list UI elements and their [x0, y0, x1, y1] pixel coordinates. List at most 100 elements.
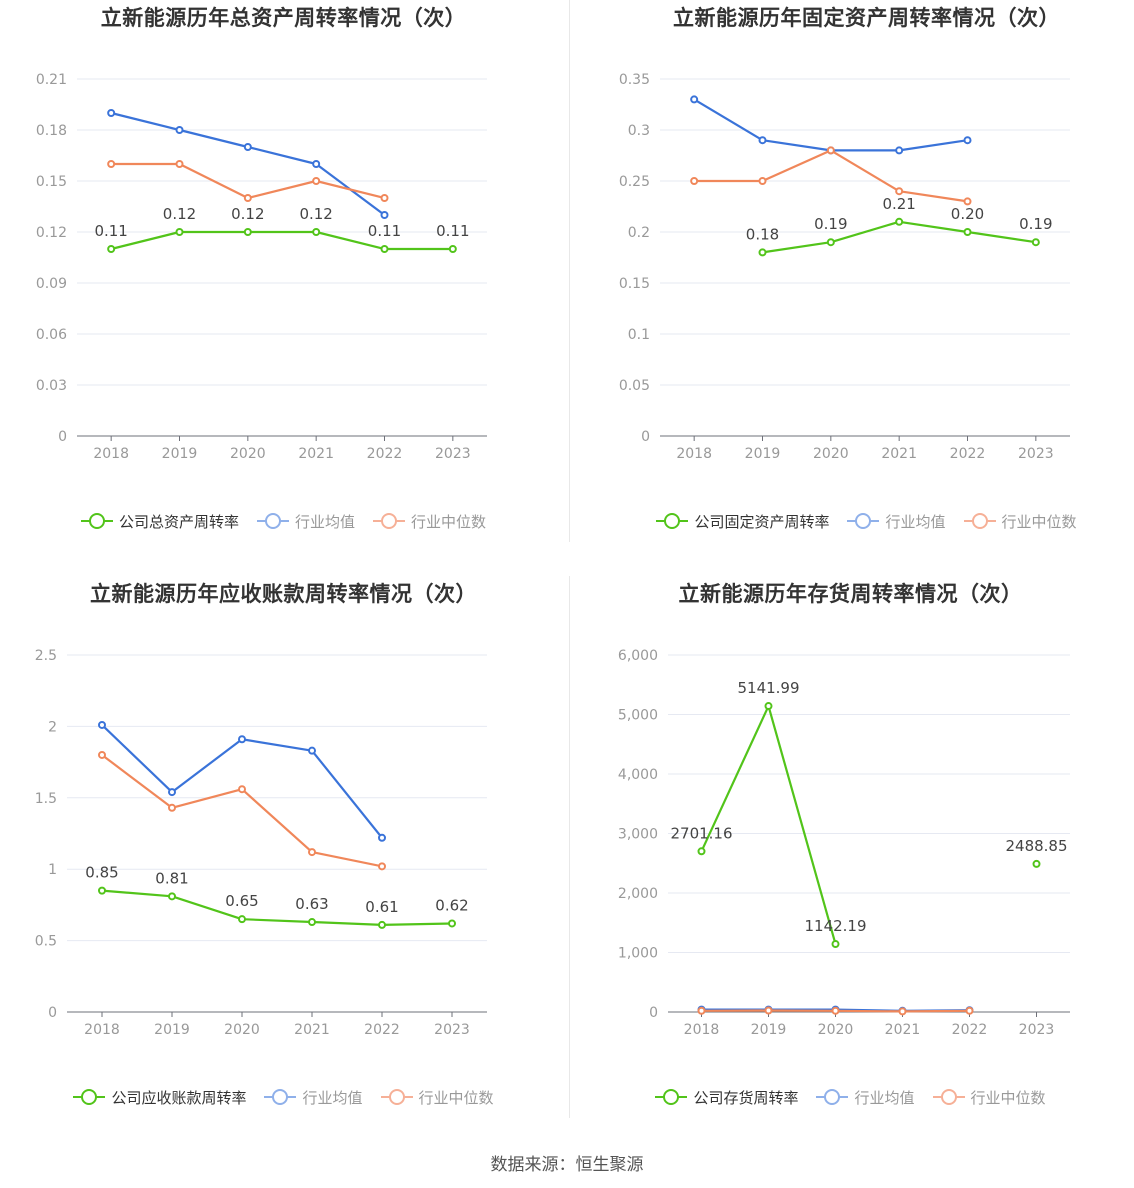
data-point-industry-median[interactable]: [238, 785, 246, 794]
y-tick-label: 0.21: [36, 72, 67, 88]
data-point-industry-median[interactable]: [378, 862, 386, 871]
y-tick-label: 0: [649, 1005, 658, 1021]
data-point-industry-median[interactable]: [697, 1006, 706, 1015]
data-point-industry-median[interactable]: [690, 177, 699, 185]
data-point-company[interactable]: [697, 847, 706, 856]
data-point-company[interactable]: [963, 228, 972, 236]
data-point-company[interactable]: [448, 919, 456, 928]
data-point-industry-avg[interactable]: [308, 746, 316, 755]
legend-circle-icon: [932, 1089, 965, 1105]
legend-label: 行业中位数: [418, 1088, 494, 1107]
x-tick-label: 2021: [294, 1022, 330, 1038]
x-tick-label: 2022: [950, 446, 986, 462]
chart-legend: 公司固定资产周转率 行业均值 行业中位数: [583, 508, 1134, 534]
data-point-industry-median[interactable]: [168, 803, 176, 812]
data-point-company[interactable]: [764, 702, 773, 711]
line-chart-fixed-assets: 0 0.05 0.1 0.15 0.2 0.25 0.3 0.35 2018 2019 2020 20…: [619, 72, 1070, 462]
legend-item-industry-avg[interactable]: 行业均值: [256, 511, 355, 532]
data-point-company[interactable]: [312, 228, 321, 236]
series-line-industry-median: [101, 754, 383, 868]
data-point-industry-avg[interactable]: [895, 146, 904, 155]
chart-title: 立新能源历年总资产周转率情况（次）: [100, 6, 467, 30]
chart-panel-total-assets: 立新能源历年总资产周转率情况（次） 0 0.03 0.06 0.09 0.12 0.15 0…: [0, 0, 567, 576]
data-point-industry-avg[interactable]: [963, 136, 972, 145]
legend-item-industry-median[interactable]: 行业中位数: [380, 1087, 494, 1108]
data-point-company[interactable]: [107, 245, 116, 253]
legend-item-industry-median[interactable]: 行业中位数: [963, 511, 1077, 532]
data-point-industry-median[interactable]: [175, 160, 184, 168]
legend-item-company[interactable]: 公司应收账款周转率: [73, 1087, 246, 1108]
data-point-industry-median[interactable]: [380, 194, 389, 202]
line-chart-inventory: 0 1,000 2,000 3,000 4,000 5,000 6,000 2018 2019 2…: [618, 648, 1070, 1038]
data-point-industry-median[interactable]: [895, 187, 904, 196]
data-point-industry-avg[interactable]: [98, 720, 106, 729]
data-point-industry-avg[interactable]: [175, 126, 184, 134]
data-point-industry-median[interactable]: [965, 1006, 974, 1015]
data-point-company[interactable]: [1032, 859, 1041, 868]
legend-label: 行业中位数: [1001, 512, 1077, 531]
data-point-company[interactable]: [1031, 238, 1040, 247]
data-point-company[interactable]: [380, 245, 389, 253]
legend-item-industry-avg[interactable]: 行业均值: [264, 1087, 363, 1108]
legend-label: 公司应收账款周转率: [111, 1088, 247, 1107]
data-point-company[interactable]: [243, 228, 252, 236]
data-point-company[interactable]: [448, 245, 457, 253]
legend-label: 行业均值: [854, 1088, 915, 1107]
data-point-company[interactable]: [238, 915, 246, 924]
y-tick-label: 4,000: [618, 767, 658, 783]
data-point-company[interactable]: [895, 217, 904, 226]
data-point-industry-median[interactable]: [898, 1007, 907, 1016]
legend-circle-icon: [373, 513, 405, 529]
data-point-industry-median[interactable]: [243, 194, 252, 202]
data-point-industry-median[interactable]: [758, 177, 767, 185]
chart-legend: 公司存货周转率 行业均值 行业中位数: [567, 1084, 1134, 1110]
data-point-industry-avg[interactable]: [107, 109, 116, 117]
y-tick-label: 1: [48, 862, 57, 878]
data-point-industry-avg[interactable]: [312, 160, 321, 168]
data-point-industry-median[interactable]: [107, 160, 116, 168]
data-point-industry-median[interactable]: [963, 197, 972, 206]
data-point-company[interactable]: [308, 918, 316, 927]
legend-item-company[interactable]: 公司总资产周转率: [80, 511, 239, 532]
data-point-industry-avg[interactable]: [690, 95, 699, 104]
data-point-industry-avg[interactable]: [168, 788, 176, 797]
data-label: 0.65: [225, 892, 258, 910]
data-point-company[interactable]: [826, 238, 835, 247]
data-point-industry-avg[interactable]: [238, 735, 246, 744]
data-point-industry-median[interactable]: [98, 750, 106, 759]
data-point-industry-avg[interactable]: [380, 211, 389, 219]
line-chart-receivables: 0 0.5 1 1.5 2 2.5 2018 2019 2020 2021 2022 2023 0.85…: [35, 648, 487, 1038]
x-tick-label: 2020: [224, 1022, 260, 1038]
y-tick-label: 0.12: [36, 225, 67, 241]
legend-item-company[interactable]: 公司存货周转率: [655, 1087, 798, 1108]
legend-label: 公司固定资产周转率: [694, 512, 830, 531]
data-label: 2701.16: [670, 824, 732, 842]
y-tick-label: 0.18: [36, 123, 67, 139]
data-label: 1142.19: [804, 917, 866, 935]
chart-legend: 公司应收账款周转率 行业均值 行业中位数: [0, 1084, 567, 1110]
data-point-company[interactable]: [168, 892, 176, 901]
data-point-industry-median[interactable]: [312, 177, 321, 185]
data-point-industry-avg[interactable]: [758, 136, 767, 145]
data-point-company[interactable]: [758, 248, 767, 257]
y-tick-label: 0.5: [35, 934, 57, 950]
data-point-industry-median[interactable]: [831, 1006, 840, 1015]
legend-item-industry-median[interactable]: 行业中位数: [932, 1087, 1046, 1108]
data-point-industry-median[interactable]: [826, 146, 835, 155]
data-point-company[interactable]: [378, 920, 386, 929]
legend-item-industry-avg[interactable]: 行业均值: [816, 1087, 915, 1108]
legend-label: 行业均值: [302, 1088, 363, 1107]
data-point-industry-avg[interactable]: [243, 143, 252, 151]
data-point-company[interactable]: [175, 228, 184, 236]
legend-item-company[interactable]: 公司固定资产周转率: [656, 511, 829, 532]
data-point-industry-avg[interactable]: [378, 833, 386, 842]
legend-item-industry-median[interactable]: 行业中位数: [373, 511, 486, 532]
data-point-industry-median[interactable]: [308, 848, 316, 857]
data-point-industry-median[interactable]: [764, 1006, 773, 1015]
legend-circle-icon: [656, 513, 689, 529]
x-tick-label: 2021: [298, 446, 334, 462]
data-point-company[interactable]: [831, 940, 840, 949]
y-tick-label: 0: [58, 429, 67, 445]
data-point-company[interactable]: [98, 886, 106, 895]
legend-item-industry-avg[interactable]: 行业均值: [847, 511, 946, 532]
